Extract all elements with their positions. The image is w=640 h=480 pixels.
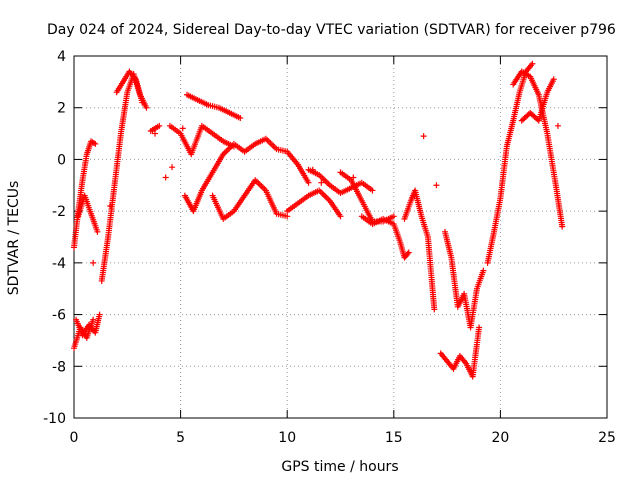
y-tick-label: -6: [52, 308, 66, 324]
data-point: [94, 228, 101, 235]
data-point: [431, 306, 438, 313]
x-tick-label: 20: [491, 430, 509, 446]
data-point: [309, 166, 316, 173]
data-point: [143, 104, 150, 111]
data-point: [559, 223, 566, 230]
data-point: [550, 76, 557, 83]
data-point: [139, 99, 146, 106]
data-point: [405, 249, 412, 256]
x-tick-label: 25: [598, 430, 616, 446]
data-point: [169, 164, 176, 171]
x-tick-label: 0: [70, 430, 79, 446]
grid-lines: [74, 56, 607, 418]
data-point: [480, 267, 487, 274]
data-point: [284, 213, 291, 220]
data-point: [162, 174, 169, 181]
data-point: [529, 60, 536, 67]
data-point: [476, 324, 483, 331]
x-tick-label: 15: [385, 430, 403, 446]
y-tick-label: -10: [43, 411, 66, 427]
data-points: [71, 60, 566, 380]
data-point: [107, 202, 114, 209]
data-point: [337, 213, 344, 220]
data-point: [305, 179, 312, 186]
y-tick-label: 0: [57, 152, 66, 168]
data-point: [554, 122, 561, 129]
data-point: [318, 179, 325, 186]
y-axis-label: SDTVAR / TECUs: [6, 181, 22, 296]
y-tick-label: -8: [52, 359, 66, 375]
y-tick-label: -2: [52, 204, 66, 220]
plot-frame: [73, 55, 608, 419]
y-tick-label: -4: [52, 256, 66, 272]
data-point: [433, 182, 440, 189]
data-point: [179, 125, 186, 132]
axis-ticks: 0 5 10 15 20 25 -10 -8 -6 -4 -2 0 2 4: [43, 49, 616, 446]
data-point: [90, 259, 97, 266]
data-point: [390, 213, 397, 220]
x-axis-label: GPS time / hours: [281, 459, 398, 475]
data-point: [404, 250, 411, 257]
x-tick-label: 10: [278, 430, 296, 446]
data-point: [90, 316, 97, 323]
data-point: [156, 122, 163, 129]
data-point: [420, 133, 427, 140]
data-point: [92, 140, 99, 147]
data-point: [152, 130, 159, 137]
chart-title: Day 024 of 2024, Sidereal Day-to-day VTE…: [47, 22, 616, 38]
y-tick-label: 4: [57, 49, 66, 65]
y-tick-label: 2: [57, 101, 66, 117]
data-point: [350, 174, 357, 181]
data-point: [237, 115, 244, 122]
data-point: [96, 311, 103, 318]
data-point: [369, 187, 376, 194]
x-tick-label: 5: [176, 430, 185, 446]
